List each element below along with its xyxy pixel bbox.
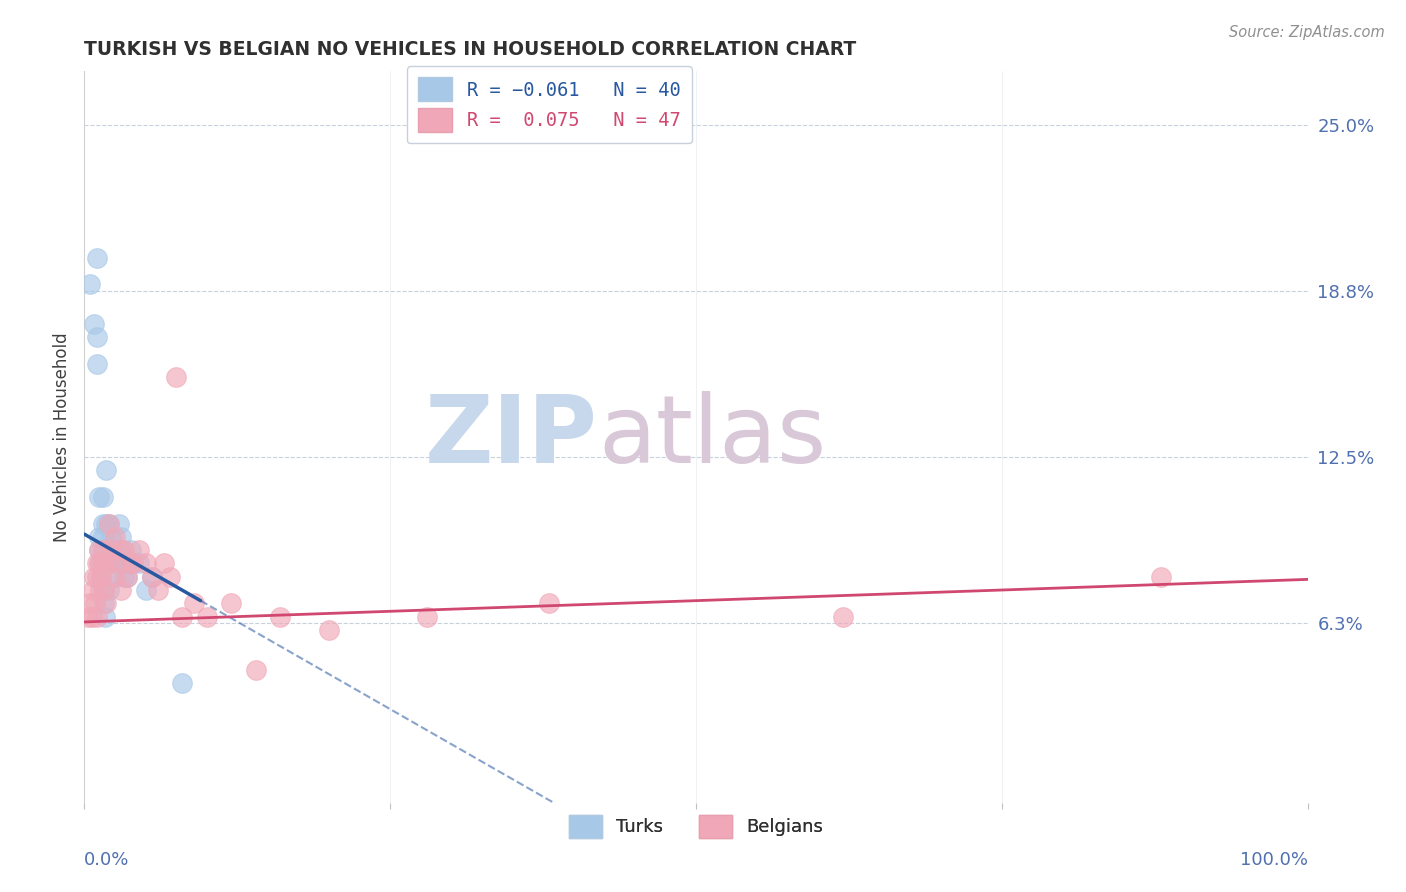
Point [1150,570,1173,584]
Point [93,582,115,597]
Point [90,570,112,584]
Text: ZIP: ZIP [425,391,598,483]
Point [91,530,114,544]
Point [100,543,122,558]
Point [110,557,132,571]
Point [86,357,108,371]
Point [96,463,118,477]
Point [86,570,108,584]
Point [91,557,114,571]
Point [87,530,110,544]
Point [172,609,194,624]
Point [153,557,176,571]
Point [89,582,111,597]
Point [82,582,104,597]
Point [86,609,108,624]
Point [135,557,157,571]
Point [97,582,120,597]
Point [79,596,101,610]
Point [165,370,187,384]
Point [104,543,127,558]
Point [96,596,118,610]
Point [219,596,242,610]
Point [146,582,169,597]
Point [112,570,135,584]
Point [93,582,115,597]
Text: 100.0%: 100.0% [1240,851,1308,869]
Point [91,557,114,571]
Point [83,570,105,584]
Point [269,609,291,624]
Point [80,609,103,624]
Point [122,557,145,571]
Point [128,557,150,571]
Point [318,623,340,637]
Point [79,277,101,292]
Point [77,609,100,624]
Point [110,530,132,544]
Point [107,516,129,531]
Point [107,557,129,571]
Point [87,490,110,504]
Point [172,676,194,690]
Point [135,582,157,597]
Point [141,570,163,584]
Point [97,557,120,571]
Point [91,516,114,531]
Point [91,490,114,504]
Point [104,570,127,584]
Point [110,582,132,597]
Point [97,516,120,531]
Point [87,543,110,558]
Point [86,557,108,571]
Point [115,570,138,584]
Point [128,543,150,558]
Point [93,596,115,610]
Text: atlas: atlas [598,391,827,483]
Point [120,557,142,571]
Point [115,570,138,584]
Point [110,543,132,558]
Point [107,557,129,571]
Point [91,543,114,558]
Point [87,543,110,558]
Point [87,557,110,571]
Point [122,557,145,571]
Point [86,251,108,265]
Point [97,516,120,531]
Point [100,557,122,571]
Point [83,317,105,331]
Text: 0.0%: 0.0% [84,851,129,869]
Text: TURKISH VS BELGIAN NO VEHICLES IN HOUSEHOLD CORRELATION CHART: TURKISH VS BELGIAN NO VEHICLES IN HOUSEH… [84,39,856,59]
Point [538,596,561,610]
Point [96,516,118,531]
Point [104,557,127,571]
Point [100,530,122,544]
Point [416,609,439,624]
Point [183,596,205,610]
Point [115,557,138,571]
Point [89,557,111,571]
Point [84,596,107,610]
Point [112,543,135,558]
Point [104,570,127,584]
Text: Source: ZipAtlas.com: Source: ZipAtlas.com [1229,25,1385,40]
Point [94,609,117,624]
Legend: Turks, Belgians: Turks, Belgians [562,807,830,845]
Point [120,543,142,558]
Point [195,609,218,624]
Point [159,570,181,584]
Point [831,609,853,624]
Point [86,330,108,344]
Point [104,530,127,544]
Point [97,557,120,571]
Point [141,570,163,584]
Point [90,570,112,584]
Point [245,663,267,677]
Y-axis label: No Vehicles in Household: No Vehicles in Household [53,332,72,542]
